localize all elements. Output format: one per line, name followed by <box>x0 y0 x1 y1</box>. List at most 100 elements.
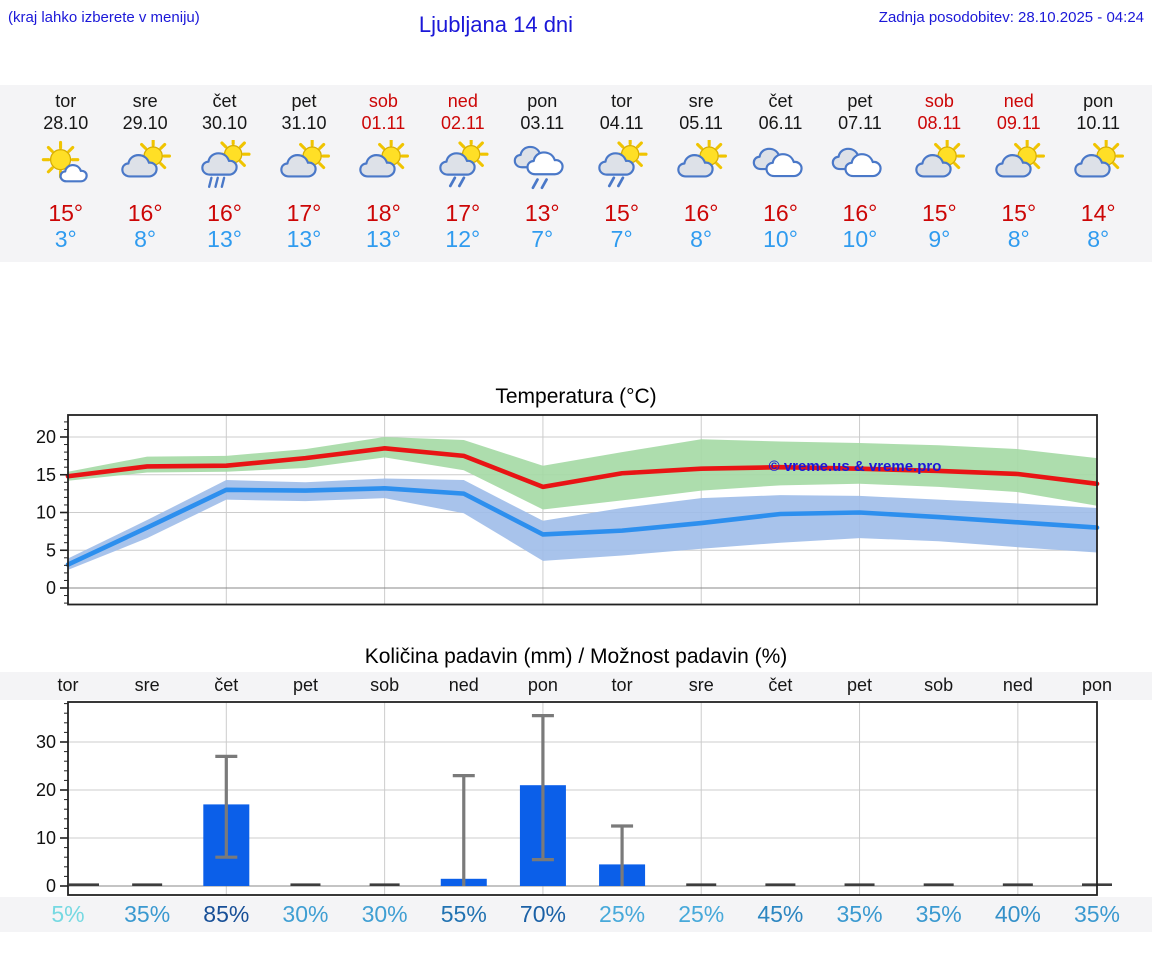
day-date: 09.11 <box>996 113 1041 133</box>
forecast-day-8[interactable]: tor 04.11 15° 7° <box>582 85 661 262</box>
forecast-day-10[interactable]: čet 06.11 16° 10° <box>741 85 820 262</box>
day-name: sob <box>924 91 954 111</box>
precip-day-label: čet <box>214 675 239 695</box>
forecast-day-4[interactable]: pet 31.10 17° 13° <box>264 85 343 262</box>
forecast-day-1[interactable]: tor 28.10 15° 3° <box>26 85 105 262</box>
day-date: 05.11 <box>679 113 723 133</box>
forecast-day-12[interactable]: sob 08.11 15° 9° <box>900 85 979 262</box>
day-name: ned <box>1003 91 1034 111</box>
day-low-temp: 9° <box>928 226 951 252</box>
cloud-sun-drizzle-icon <box>582 135 661 197</box>
day-date: 30.10 <box>202 113 248 133</box>
day-low-temp: 10° <box>842 226 878 252</box>
precip-probability: 35% <box>124 901 171 927</box>
cloud-sun-drizzle-icon <box>423 135 502 197</box>
forecast-day-7[interactable]: pon 03.11 13° 7° <box>503 85 582 262</box>
day-high-temp: 13° <box>524 200 560 226</box>
day-low-temp: 3° <box>54 226 77 252</box>
day-name: tor <box>55 91 77 111</box>
day-name: čet <box>212 91 237 111</box>
day-name: ned <box>447 91 478 111</box>
day-high-temp: 15° <box>1001 200 1037 226</box>
day-low-temp: 13° <box>286 226 322 252</box>
day-low-temp: 8° <box>690 226 713 252</box>
day-name: pet <box>847 91 873 111</box>
day-high-temp: 17° <box>286 200 322 226</box>
precip-probability: 45% <box>757 901 804 927</box>
precip-day-label: ned <box>448 675 479 695</box>
precip-day-label: pet <box>847 675 873 695</box>
forecast-day-6[interactable]: ned 02.11 17° 12° <box>423 85 502 262</box>
precip-probability: 5% <box>51 901 85 927</box>
forecast-day-5[interactable]: sob 01.11 18° 13° <box>344 85 423 262</box>
precip-day-label: sre <box>688 675 714 695</box>
svg-text:20: 20 <box>36 427 56 447</box>
sun-cloud-icon <box>26 135 105 197</box>
svg-text:0: 0 <box>46 876 56 896</box>
precip-day-label: tor <box>611 675 633 695</box>
clouds-icon <box>820 135 899 197</box>
forecast-day-14[interactable]: pon 10.11 14° 8° <box>1058 85 1137 262</box>
day-date: 31.10 <box>281 113 327 133</box>
precip-day-label: pon <box>527 675 558 695</box>
cloud-sun-icon <box>900 135 979 197</box>
clouds-drizzle-icon <box>503 135 582 197</box>
precip-probability: 25% <box>599 901 646 927</box>
cloud-sun-icon <box>1058 135 1137 197</box>
day-low-temp: 10° <box>763 226 798 252</box>
svg-text:5: 5 <box>46 540 56 560</box>
day-low-temp: 8° <box>1007 226 1030 252</box>
precip-day-label: čet <box>768 675 793 695</box>
day-high-temp: 15° <box>921 200 957 226</box>
precip-day-label-row: tor sre čet pet sob ned pon tor sre čet pet sob ned p… <box>0 672 1152 700</box>
day-low-temp: 12° <box>445 226 481 252</box>
precip-probability-row: 5% 35% 85% 30% 30% 55% 70% 25% 25% 45% 35% 35% 40% 35… <box>0 897 1152 932</box>
last-updated: Zadnja posodobitev: 28.10.2025 - 04:24 <box>878 9 1144 26</box>
forecast-day-strip: tor 28.10 15° 3° sre 29.10 16° 8° čet 30.10 16° 13°… <box>0 85 1152 262</box>
svg-text:30: 30 <box>36 732 56 752</box>
page-title: Ljubljana 14 dni <box>418 12 574 37</box>
precip-probability: 30% <box>361 901 408 927</box>
day-high-temp: 16° <box>127 200 163 226</box>
day-low-temp: 8° <box>134 226 157 252</box>
watermark: © vreme.us & vreme.pro <box>769 458 942 475</box>
precip-day-label: sob <box>924 675 954 695</box>
svg-text:10: 10 <box>36 503 56 523</box>
day-date: 29.10 <box>122 113 168 133</box>
precip-probability: 30% <box>282 901 329 927</box>
precip-probability: 35% <box>915 901 962 927</box>
day-high-temp: 17° <box>445 200 481 226</box>
day-date: 08.11 <box>917 113 962 133</box>
precip-day-label: sob <box>370 675 400 695</box>
day-high-temp: 14° <box>1080 200 1116 226</box>
day-date: 28.10 <box>43 113 89 133</box>
day-date: 01.11 <box>361 113 406 133</box>
day-name: pon <box>1083 91 1114 111</box>
forecast-day-3[interactable]: čet 30.10 16° 13° <box>185 85 264 262</box>
day-high-temp: 16° <box>683 200 719 226</box>
day-date: 04.11 <box>599 113 644 133</box>
forecast-day-2[interactable]: sre 29.10 16° 8° <box>105 85 184 262</box>
forecast-day-9[interactable]: sre 05.11 16° 8° <box>661 85 740 262</box>
precip-day-label: ned <box>1002 675 1033 695</box>
day-name: sre <box>132 91 158 111</box>
day-date: 03.11 <box>520 113 565 133</box>
day-name: pet <box>291 91 317 111</box>
day-low-temp: 7° <box>610 226 633 252</box>
day-name: sre <box>688 91 714 111</box>
clouds-icon <box>741 135 820 197</box>
cloud-sun-icon <box>105 135 184 197</box>
cloud-sun-rain-icon <box>185 135 264 197</box>
cloud-sun-icon <box>264 135 343 197</box>
precip-day-label: pet <box>292 675 318 695</box>
precip-probability: 70% <box>519 901 566 927</box>
cloud-sun-icon <box>661 135 740 197</box>
precip-probability: 35% <box>836 901 883 927</box>
svg-text:0: 0 <box>46 578 56 598</box>
temperature-chart-title: Temperatura (°C) <box>495 385 657 408</box>
forecast-day-13[interactable]: ned 09.11 15° 8° <box>979 85 1058 262</box>
svg-text:15: 15 <box>36 465 56 485</box>
forecast-day-11[interactable]: pet 07.11 16° 10° <box>820 85 899 262</box>
day-high-temp: 18° <box>366 200 401 226</box>
